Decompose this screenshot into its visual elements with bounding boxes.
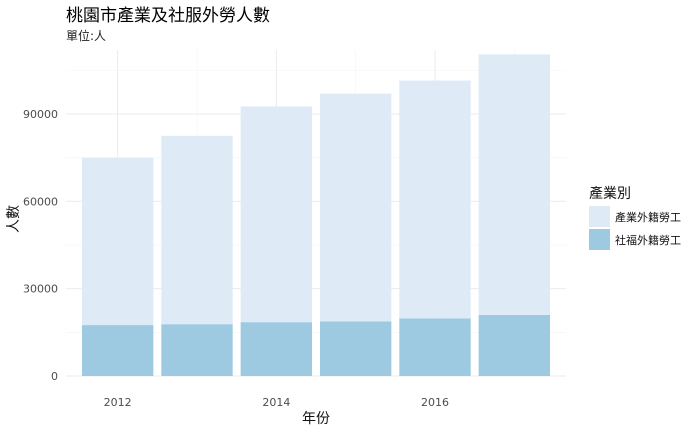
y-axis-title: 人數 (6, 205, 22, 233)
x-axis-title: 年份 (302, 411, 330, 427)
y-tick-label: 90000 (23, 108, 58, 121)
y-axis-ticks: 0 30000 60000 90000 (23, 108, 58, 383)
bar-segment-industry (240, 106, 313, 323)
chart-subtitle: 單位:人 (66, 28, 106, 43)
legend-label: 產業外籍勞工 (615, 210, 681, 224)
x-tick-label: 2016 (421, 396, 449, 409)
legend-title: 產業別 (589, 185, 631, 202)
legend-swatch (589, 229, 610, 250)
bar-segment-social-welfare (478, 314, 551, 376)
bar-segment-industry (399, 80, 471, 319)
x-tick-label: 2014 (262, 396, 290, 409)
bars (81, 54, 551, 376)
y-tick-label: 60000 (23, 195, 58, 208)
bar-segment-social-welfare (240, 322, 313, 376)
bar-segment-social-welfare (319, 321, 392, 376)
chart-title: 桃園市產業及社服外勞人數 (66, 6, 270, 26)
bar-segment-industry (319, 93, 392, 322)
bar-segment-industry (81, 157, 154, 326)
bar-segment-industry (161, 135, 233, 325)
bar-segment-social-welfare (161, 324, 233, 376)
bar-segment-social-welfare (399, 318, 471, 376)
legend-swatch (589, 206, 610, 227)
bar-segment-industry (478, 54, 551, 315)
legend-label: 社福外籍勞工 (615, 233, 681, 247)
y-tick-label: 30000 (23, 283, 58, 296)
bar-segment-social-welfare (81, 325, 154, 376)
x-tick-label: 2012 (104, 396, 132, 409)
y-tick-label: 0 (51, 370, 58, 383)
x-axis-ticks: 2012 2014 2016 (104, 396, 449, 409)
